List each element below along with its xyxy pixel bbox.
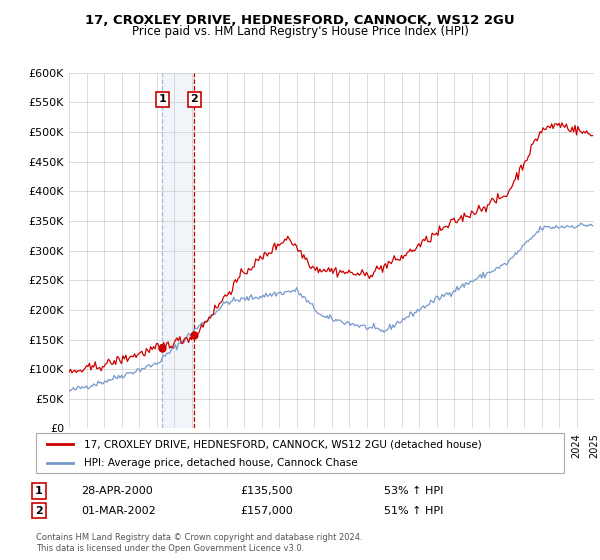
Text: Price paid vs. HM Land Registry's House Price Index (HPI): Price paid vs. HM Land Registry's House … bbox=[131, 25, 469, 38]
Text: 28-APR-2000: 28-APR-2000 bbox=[81, 486, 153, 496]
Text: 2: 2 bbox=[35, 506, 43, 516]
Text: Contains HM Land Registry data © Crown copyright and database right 2024.
This d: Contains HM Land Registry data © Crown c… bbox=[36, 533, 362, 553]
Text: 01-MAR-2002: 01-MAR-2002 bbox=[81, 506, 156, 516]
Text: 53% ↑ HPI: 53% ↑ HPI bbox=[384, 486, 443, 496]
Text: 17, CROXLEY DRIVE, HEDNESFORD, CANNOCK, WS12 2GU: 17, CROXLEY DRIVE, HEDNESFORD, CANNOCK, … bbox=[85, 14, 515, 27]
Text: HPI: Average price, detached house, Cannock Chase: HPI: Average price, detached house, Cann… bbox=[83, 458, 357, 468]
Text: 2: 2 bbox=[191, 95, 199, 105]
Text: 1: 1 bbox=[35, 486, 43, 496]
Text: £135,500: £135,500 bbox=[240, 486, 293, 496]
Bar bbox=[162, 73, 194, 428]
Text: 1: 1 bbox=[158, 95, 166, 105]
Text: 17, CROXLEY DRIVE, HEDNESFORD, CANNOCK, WS12 2GU (detached house): 17, CROXLEY DRIVE, HEDNESFORD, CANNOCK, … bbox=[83, 439, 481, 449]
Text: 51% ↑ HPI: 51% ↑ HPI bbox=[384, 506, 443, 516]
Text: £157,000: £157,000 bbox=[240, 506, 293, 516]
FancyBboxPatch shape bbox=[36, 433, 564, 473]
